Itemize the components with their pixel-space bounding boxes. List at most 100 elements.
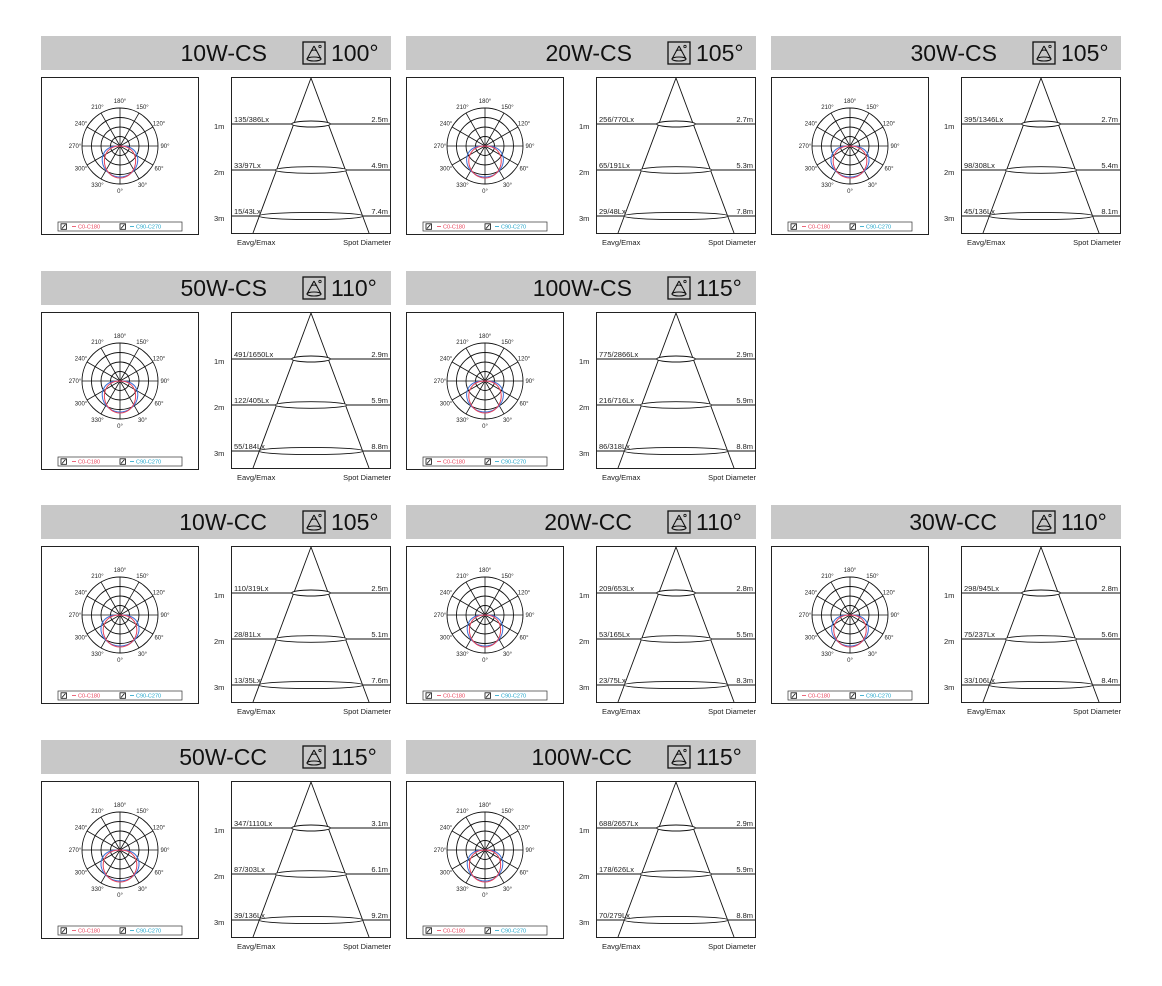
spot-diameter-label: Spot Diameter xyxy=(343,473,391,482)
polar-spoke xyxy=(484,112,505,147)
eavg-emax-label: Eavg/Emax xyxy=(967,707,1006,716)
spot-diameter-value: 9.2m xyxy=(371,911,388,920)
polar-angle-label: 180° xyxy=(479,568,492,574)
polar-angle-label: 300° xyxy=(75,402,88,408)
beam-angle-value: 115° xyxy=(331,744,377,770)
polar-spoke xyxy=(465,849,486,884)
light-spot-ellipse xyxy=(274,401,348,409)
legend-c0-label: C0-C180 xyxy=(443,929,465,935)
illuminance-value: 29/48Lx xyxy=(599,207,626,216)
legend-checkbox xyxy=(119,692,126,699)
polar-angle-label: 300° xyxy=(440,167,453,173)
polar-angle-label: 30° xyxy=(138,652,148,658)
distance-label: 1m xyxy=(214,122,224,131)
polar-angle-label: 60° xyxy=(154,636,164,642)
polar-spoke xyxy=(451,145,486,166)
polar-spoke xyxy=(830,112,851,147)
polar-angle-label: 330° xyxy=(456,418,469,424)
beam-angle-icon xyxy=(667,510,691,534)
spot-diameter-value: 8.8m xyxy=(736,442,753,451)
light-spot-ellipse xyxy=(988,211,1094,221)
c0-c180-curve xyxy=(102,849,138,883)
polar-spoke xyxy=(830,145,851,180)
cone-frame xyxy=(961,77,1121,234)
polar-angle-label: 90° xyxy=(525,144,535,150)
polar-spoke xyxy=(119,112,140,147)
distance-label: 3m xyxy=(579,449,589,458)
legend-check-mark xyxy=(426,224,431,229)
illuminance-value: 33/106Lx xyxy=(964,676,995,685)
polar-legend: C0-C180 C90-C270 xyxy=(787,690,913,701)
illuminance-cone-diagram: 1m 688/2657Lx 2.9m 2m 178/626Lx 5.9m 3m 70/279L… xyxy=(579,781,756,951)
polar-spoke xyxy=(816,595,851,616)
model-name: 100W-CS xyxy=(532,275,632,301)
polar-angle-label: 60° xyxy=(884,167,894,173)
polar-spoke xyxy=(119,361,154,382)
polar-spoke xyxy=(100,581,121,616)
distance-label: 3m xyxy=(579,683,589,692)
polar-spoke xyxy=(849,145,870,180)
polar-legend: C0-C180 C90-C270 xyxy=(57,690,183,701)
polar-spoke xyxy=(484,126,519,147)
polar-spoke xyxy=(86,614,121,635)
polar-angle-label: 180° xyxy=(114,803,127,809)
illuminance-value: 256/770Lx xyxy=(599,115,634,124)
polar-diagram: 180° 210° 150° 240° 120° 270° 90° 300° 60° 330° 30… xyxy=(406,546,564,704)
legend-c90-label: C90-C270 xyxy=(501,929,526,935)
polar-spoke xyxy=(484,614,519,635)
cone-right-edge xyxy=(675,77,735,234)
cone-left-edge xyxy=(252,781,312,938)
legend-check-mark xyxy=(485,928,490,933)
spot-diameter-value: 2.7m xyxy=(736,115,753,124)
polar-angle-label: 120° xyxy=(153,826,166,832)
polar-diagram: 180° 210° 150° 240° 120° 270° 90° 300° 60° 330° 30… xyxy=(406,781,564,939)
polar-angle-label: 270° xyxy=(69,144,82,150)
product-panel: 50W-CS 110° 180° 210° 150° 240° 120° 270° 90° 300… xyxy=(41,271,391,485)
polar-angle-label: 240° xyxy=(75,357,88,363)
polar-angle-label: 90° xyxy=(160,613,170,619)
polar-angle-label: 150° xyxy=(501,809,514,815)
polar-spoke xyxy=(830,581,851,616)
polar-diagram: 180° 210° 150° 240° 120° 270° 90° 300° 60° 330° 30… xyxy=(41,312,199,470)
polar-angle-label: 210° xyxy=(91,340,104,346)
polar-angle-label: 0° xyxy=(847,189,853,195)
legend-check-mark xyxy=(791,693,796,698)
polar-angle-label: 240° xyxy=(440,357,453,363)
light-spot-ellipse xyxy=(656,824,696,832)
polar-angle-label: 30° xyxy=(503,652,513,658)
illuminance-value: 216/716Lx xyxy=(599,396,634,405)
legend-c0-label: C0-C180 xyxy=(443,460,465,466)
polar-angle-label: 240° xyxy=(805,122,818,128)
polar-angle-label: 240° xyxy=(75,591,88,597)
illuminance-value: 775/2866Lx xyxy=(599,350,638,359)
legend-check-mark xyxy=(120,459,125,464)
cone-left-edge xyxy=(982,77,1042,234)
spot-diameter-value: 2.8m xyxy=(1101,584,1118,593)
polar-diagram: 180° 210° 150° 240° 120° 270° 90° 300° 60° 330° 30… xyxy=(406,312,564,470)
polar-angle-label: 240° xyxy=(440,826,453,832)
cone-left-edge xyxy=(617,781,677,938)
panel-header: 30W-CC 110° xyxy=(771,505,1121,539)
light-spot-ellipse xyxy=(639,635,713,643)
polar-angle-label: 30° xyxy=(868,183,878,189)
polar-spoke xyxy=(451,361,486,382)
c0-c180-curve xyxy=(468,849,502,883)
spot-diameter-value: 5.3m xyxy=(736,161,753,170)
distance-label: 3m xyxy=(214,214,224,223)
illuminance-value: 45/136Lx xyxy=(964,207,995,216)
polar-spoke xyxy=(119,145,140,180)
polar-angle-label: 300° xyxy=(440,636,453,642)
product-panel: 10W-CC 105° 180° 210° 150° 240° 120° 270° 90° 300… xyxy=(41,505,391,719)
polar-spoke xyxy=(119,614,140,649)
polar-angle-label: 30° xyxy=(138,183,148,189)
legend-checkbox xyxy=(849,692,856,699)
polar-angle-label: 300° xyxy=(440,871,453,877)
light-spot-ellipse xyxy=(291,824,331,832)
polar-angle-label: 330° xyxy=(91,183,104,189)
distance-label: 1m xyxy=(944,122,954,131)
polar-spoke xyxy=(451,595,486,616)
spot-diameter-label: Spot Diameter xyxy=(708,942,756,951)
eavg-emax-label: Eavg/Emax xyxy=(602,238,641,247)
illuminance-value: 87/303Lx xyxy=(234,865,265,874)
legend-check-mark xyxy=(61,693,66,698)
